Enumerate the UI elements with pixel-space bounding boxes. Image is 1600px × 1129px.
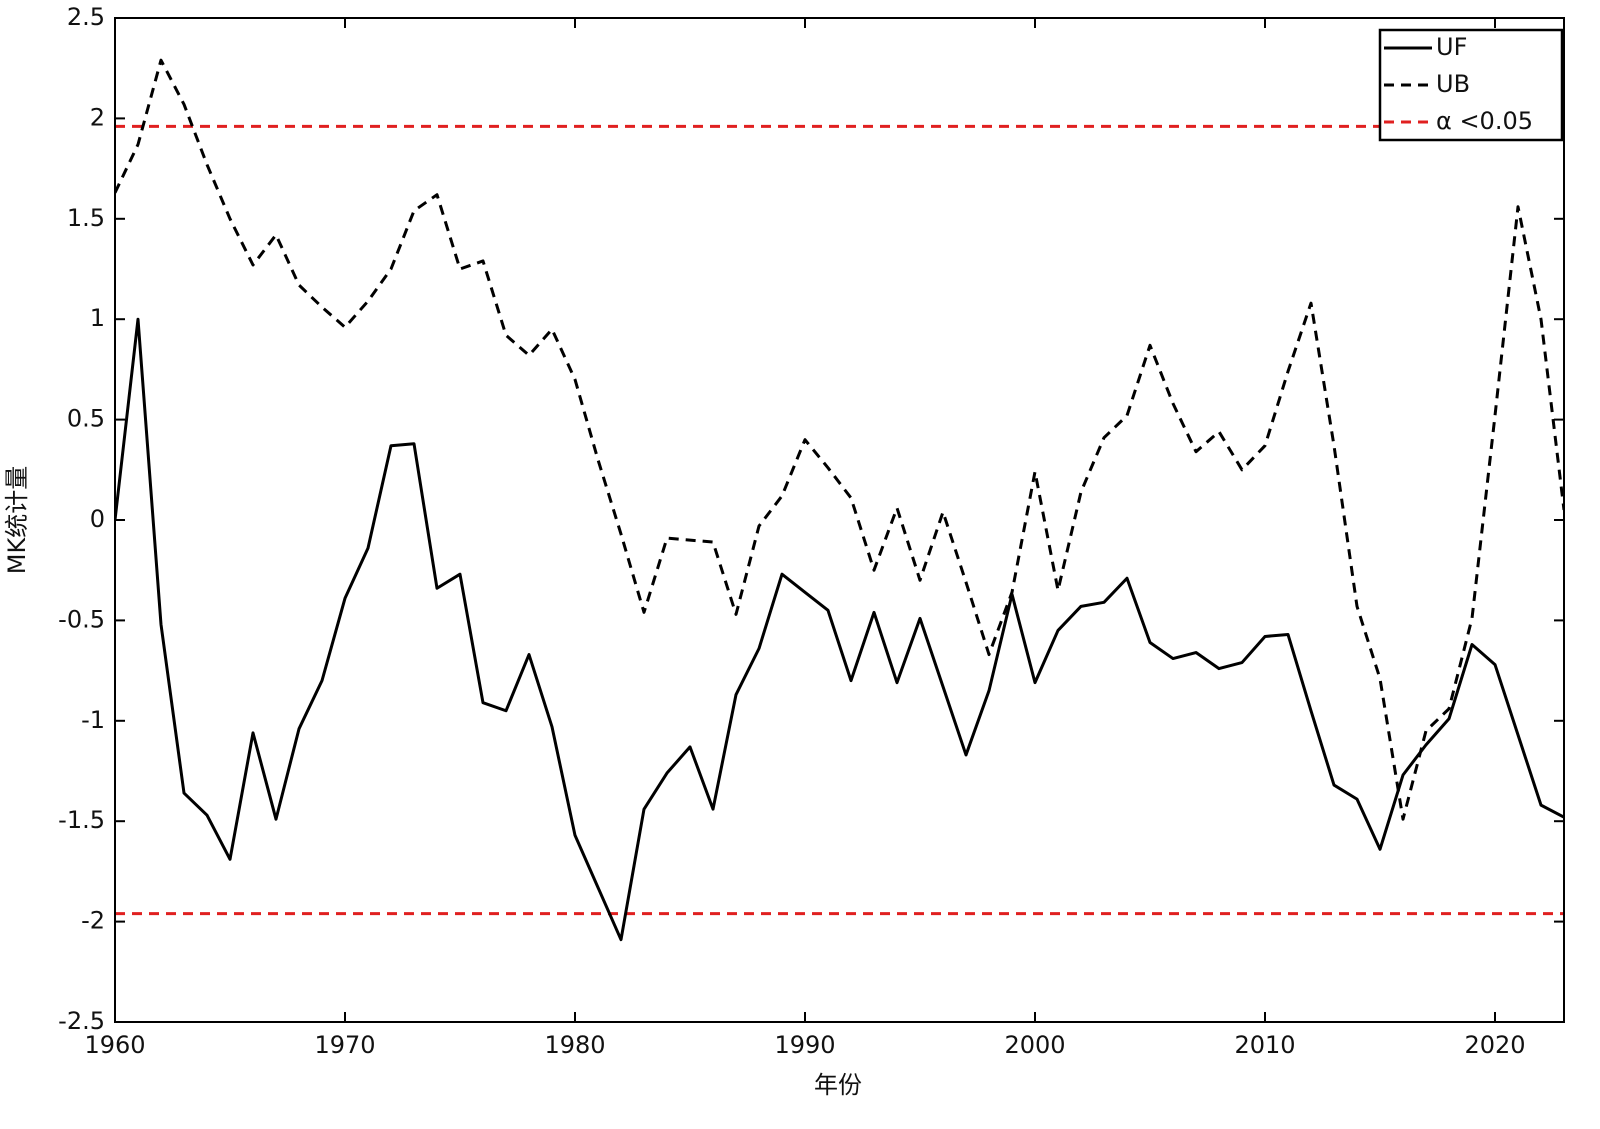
y-tick-label: 1 <box>90 304 105 332</box>
y-axis-label: MK统计量 <box>3 466 31 574</box>
legend-label: α <0.05 <box>1436 107 1533 135</box>
y-tick-label: 1.5 <box>67 204 105 232</box>
y-tick-label: 2.5 <box>67 3 105 31</box>
x-axis-label: 年份 <box>814 1071 862 1099</box>
x-tick-label: 2000 <box>1004 1031 1065 1059</box>
x-tick-label: 1990 <box>774 1031 835 1059</box>
x-tick-label: 2020 <box>1464 1031 1525 1059</box>
y-tick-label: 0 <box>90 505 105 533</box>
legend-label: UB <box>1436 70 1470 98</box>
legend-label: UF <box>1436 33 1467 61</box>
series-line <box>115 317 1564 942</box>
x-tick-label: 2010 <box>1234 1031 1295 1059</box>
y-tick-label: -2.5 <box>58 1007 105 1035</box>
series-line <box>115 58 1564 821</box>
y-tick-label: -1 <box>81 706 105 734</box>
x-tick-label: 1980 <box>544 1031 605 1059</box>
y-tick-label: 0.5 <box>67 405 105 433</box>
y-tick-label: -0.5 <box>58 605 105 633</box>
x-tick-label: 1960 <box>84 1031 145 1059</box>
plot-frame <box>114 17 1565 1023</box>
y-tick-label: 2 <box>90 103 105 131</box>
legend: UF UB α <0.05 <box>1378 28 1564 142</box>
y-tick-label: -2 <box>81 907 105 935</box>
x-tick-label: 1970 <box>314 1031 375 1059</box>
y-tick-label: -1.5 <box>58 806 105 834</box>
